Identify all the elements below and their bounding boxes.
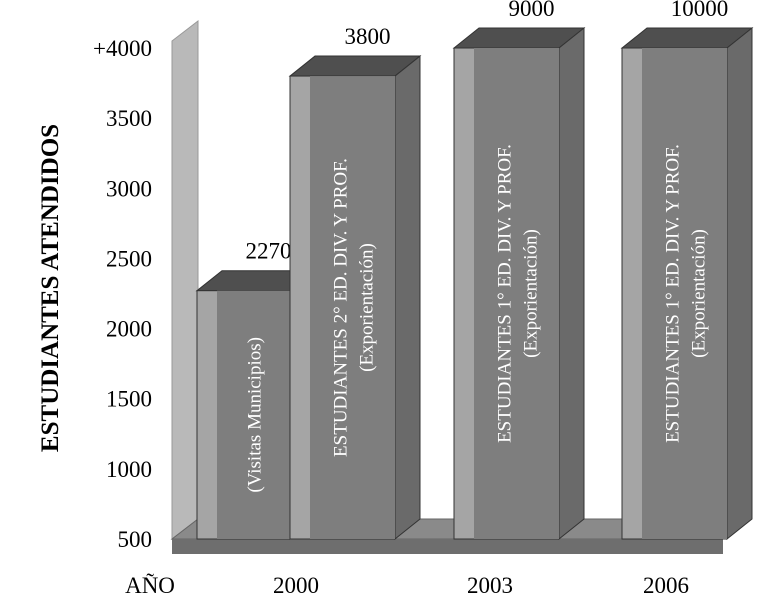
bar-front-face	[642, 48, 727, 539]
bar-side-face	[726, 26, 753, 541]
bars: 2270 (Visitas Municipios) 3800 ESTUDIANTES …	[195, 0, 754, 541]
y-axis-title: ESTUDIANTES ATENDIDOS	[37, 124, 64, 452]
bar-inner-label: ESTUDIANTES 1° ED. DIV. Y PROF.	[663, 144, 684, 443]
bar-inner-label: (Exporientación)	[689, 229, 710, 358]
y-tick-label: 1500	[106, 387, 152, 412]
bar-side-face	[394, 55, 421, 541]
x-tick-label: 2000	[273, 573, 319, 598]
y-tick-label: 500	[118, 527, 153, 552]
x-axis-labels: AÑO 2000 2003 2006	[125, 573, 689, 598]
x-axis-title: AÑO	[125, 573, 175, 598]
y-tick-label: 1000	[106, 457, 152, 482]
bar-value-label: 10000	[671, 0, 729, 21]
bar-value-label: 3800	[345, 24, 391, 49]
bar-inner-label: (Visitas Municipios)	[245, 337, 266, 493]
bar-inner-label: ESTUDIANTES 1° ED. DIV. Y PROF.	[495, 144, 516, 443]
y-axis-ticks: 500 1000 1500 2000 2500 3000 3500 +4000	[93, 36, 152, 552]
bar-inner-label: ESTUDIANTES 2° ED. DIV. Y PROF.	[331, 158, 352, 457]
back-wall	[171, 19, 199, 541]
bar-group: 10000 ESTUDIANTES 1° ED. DIV. Y PROF. (Exp…	[620, 0, 754, 541]
bar-front-face	[310, 76, 395, 540]
bar-inner-label: (Exporientación)	[521, 229, 542, 358]
y-tick-label: 2500	[106, 246, 152, 271]
bar-group: 3800 ESTUDIANTES 2° ED. DIV. Y PROF. (Expo…	[288, 24, 422, 541]
bar-inner-label: (Exporientación)	[357, 243, 378, 372]
y-tick-label: +4000	[93, 36, 152, 61]
x-tick-label: 2003	[467, 573, 513, 598]
x-tick-label: 2006	[643, 573, 689, 598]
bar-value-label: 9000	[509, 0, 555, 21]
y-tick-label: 3500	[106, 106, 152, 131]
y-tick-label: 3000	[106, 176, 152, 201]
bar-group: 9000 ESTUDIANTES 1° ED. DIV. Y PROF. (Expo…	[452, 0, 586, 541]
bar-front-face	[474, 48, 559, 539]
y-tick-label: 2000	[106, 317, 152, 342]
bar-value-label: 2270	[246, 239, 292, 264]
floor-edge	[172, 539, 723, 554]
bar-front-face	[217, 290, 290, 539]
bar-side-face	[558, 26, 585, 541]
